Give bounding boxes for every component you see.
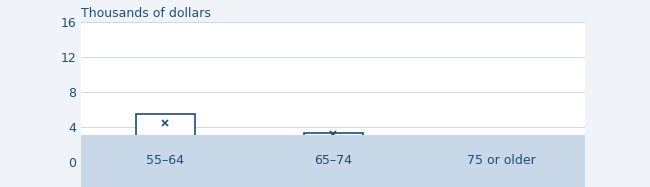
Text: 75 or older: 75 or older <box>467 154 536 167</box>
Text: 65–74: 65–74 <box>314 154 352 167</box>
PathPatch shape <box>304 133 363 161</box>
PathPatch shape <box>136 114 194 153</box>
Text: 55–64: 55–64 <box>146 154 184 167</box>
PathPatch shape <box>472 146 530 162</box>
Text: Thousands of dollars: Thousands of dollars <box>81 7 211 20</box>
